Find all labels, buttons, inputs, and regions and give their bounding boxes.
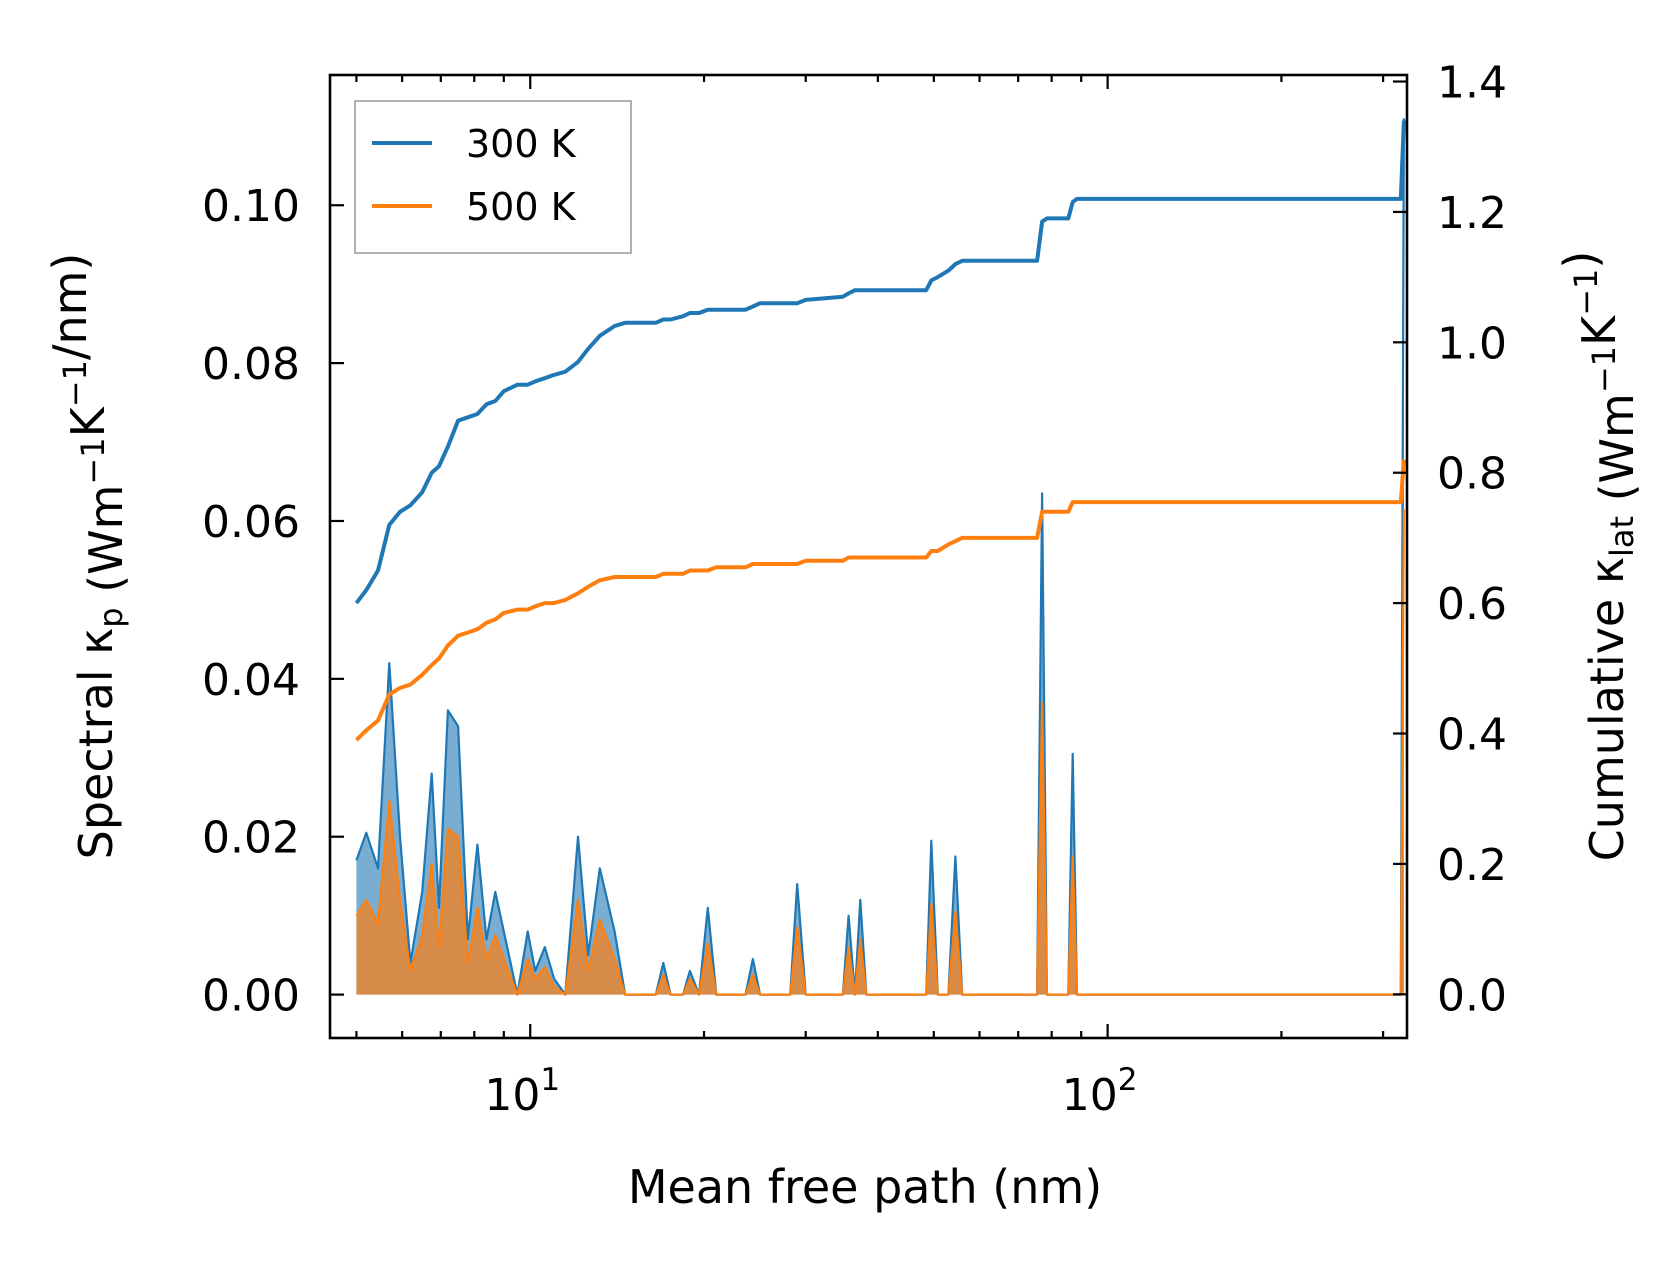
y-left-tick-label: 0.00 — [202, 971, 300, 1022]
x-tick-label: 102 — [1062, 1062, 1138, 1121]
y-left-tick-label: 0.02 — [202, 813, 300, 864]
y-right-tick-label: 0.6 — [1437, 579, 1507, 630]
cumulative-lines — [354, 120, 1406, 742]
legend: 300 K 500 K — [354, 100, 632, 254]
spectral-fills — [356, 118, 1404, 995]
y-left-tick-label: 0.10 — [202, 181, 300, 232]
cumulative-line-300k — [354, 120, 1406, 605]
y-right-tick-label: 0.8 — [1437, 449, 1507, 500]
y-axis-right-label: Cumulative κlat (Wm−1K−1) — [1554, 251, 1644, 862]
x-axis-label: Mean free path (nm) — [628, 1160, 1102, 1214]
y-right-tick-label: 0.4 — [1437, 710, 1507, 761]
legend-label-500k: 500 K — [466, 185, 577, 229]
y-axis-left-label: Spectral κp (Wm−1K−1/nm) — [43, 253, 133, 860]
y-right-tick-label: 0.0 — [1437, 970, 1507, 1021]
spectral-fill-500k — [356, 509, 1404, 995]
y-right-tick-label: 0.2 — [1437, 840, 1507, 891]
spectral-line-500k — [355, 509, 1406, 996]
y-left-tick-label: 0.06 — [202, 497, 300, 548]
spectral-lines — [355, 118, 1406, 996]
y-left-tick-label: 0.08 — [202, 339, 300, 390]
plot-frame — [328, 73, 1409, 1040]
y-right-tick-label: 1.2 — [1437, 188, 1507, 239]
y-right-tick-label: 1.0 — [1437, 318, 1507, 369]
legend-label-300k: 300 K — [466, 122, 577, 166]
x-tick-label: 101 — [484, 1062, 560, 1121]
y-right-tick-label: 1.4 — [1437, 58, 1507, 109]
cumulative-line-500k — [355, 459, 1406, 742]
tick-labels: 101 102 0.00 0.02 0.04 0.06 0.08 0.10 0.0 0.2 0.4 0… — [202, 58, 1507, 1121]
legend-box — [354, 100, 632, 254]
y-left-tick-label: 0.04 — [202, 655, 300, 706]
